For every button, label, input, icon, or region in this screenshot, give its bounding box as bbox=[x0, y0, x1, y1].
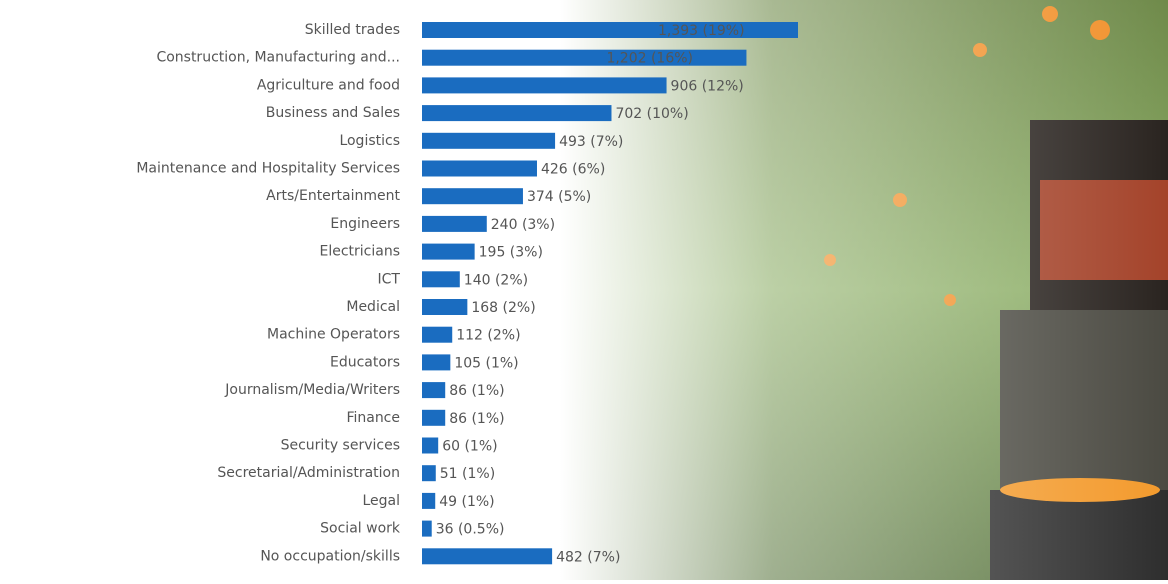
category-label: Legal bbox=[362, 493, 400, 509]
category-label: Arts/Entertainment bbox=[266, 188, 400, 204]
value-label: 1,202 (16%) bbox=[606, 51, 693, 67]
category-label: Skilled trades bbox=[305, 22, 400, 38]
value-label: 60 (1%) bbox=[442, 439, 497, 455]
bar bbox=[422, 520, 432, 537]
bar bbox=[422, 132, 556, 149]
category-label: Agriculture and food bbox=[257, 77, 400, 93]
bar bbox=[422, 105, 612, 122]
value-label: 86 (1%) bbox=[449, 383, 504, 399]
category-label: Business and Sales bbox=[266, 105, 400, 121]
bar bbox=[422, 382, 446, 399]
bar bbox=[422, 326, 453, 343]
value-label: 906 (12%) bbox=[671, 78, 744, 94]
bar bbox=[422, 188, 523, 205]
category-label: Educators bbox=[330, 354, 400, 370]
plot-area: Skilled trades 1,393 (19%) Construction, M… bbox=[136, 22, 798, 565]
bar bbox=[422, 409, 446, 426]
value-label: 426 (6%) bbox=[541, 162, 605, 178]
value-label: 140 (2%) bbox=[464, 272, 528, 288]
bar bbox=[422, 271, 460, 288]
bar bbox=[422, 49, 747, 66]
category-label: Journalism/Media/Writers bbox=[224, 382, 400, 398]
value-label: 51 (1%) bbox=[440, 466, 495, 482]
bar bbox=[422, 77, 667, 94]
category-label: Social work bbox=[320, 521, 401, 537]
bar bbox=[422, 492, 436, 509]
bar bbox=[422, 437, 439, 454]
category-label: No occupation/skills bbox=[260, 548, 400, 564]
value-label: 168 (2%) bbox=[471, 300, 535, 316]
value-label: 36 (0.5%) bbox=[436, 522, 505, 538]
bar bbox=[422, 243, 475, 260]
bar bbox=[422, 548, 553, 565]
background-photo bbox=[560, 0, 1168, 580]
category-label: Finance bbox=[346, 410, 400, 426]
value-label: 240 (3%) bbox=[491, 217, 555, 233]
category-label: Maintenance and Hospitality Services bbox=[136, 161, 400, 177]
bar bbox=[422, 160, 537, 177]
category-label: Secretarial/Administration bbox=[217, 465, 400, 481]
value-label: 49 (1%) bbox=[439, 494, 494, 510]
value-label: 105 (1%) bbox=[454, 355, 518, 371]
value-label: 482 (7%) bbox=[556, 549, 620, 565]
category-label: Machine Operators bbox=[267, 327, 400, 343]
bar bbox=[422, 465, 436, 482]
category-label: Electricians bbox=[319, 244, 400, 260]
category-label: Engineers bbox=[330, 216, 400, 232]
bar bbox=[422, 215, 487, 232]
bar bbox=[422, 299, 468, 315]
category-label: Security services bbox=[281, 438, 400, 454]
value-label: 493 (7%) bbox=[559, 134, 623, 150]
value-label: 374 (5%) bbox=[527, 189, 591, 205]
category-label: ICT bbox=[378, 271, 401, 287]
category-label: Logistics bbox=[339, 133, 400, 149]
bar bbox=[422, 22, 798, 38]
category-label: Medical bbox=[346, 299, 400, 315]
category-label: Construction, Manufacturing and... bbox=[156, 50, 400, 66]
value-label: 1,393 (19%) bbox=[658, 23, 745, 39]
value-label: 195 (3%) bbox=[479, 245, 543, 261]
bar bbox=[422, 354, 451, 371]
value-label: 702 (10%) bbox=[615, 106, 688, 122]
value-label: 86 (1%) bbox=[449, 411, 504, 427]
value-label: 112 (2%) bbox=[456, 328, 520, 344]
